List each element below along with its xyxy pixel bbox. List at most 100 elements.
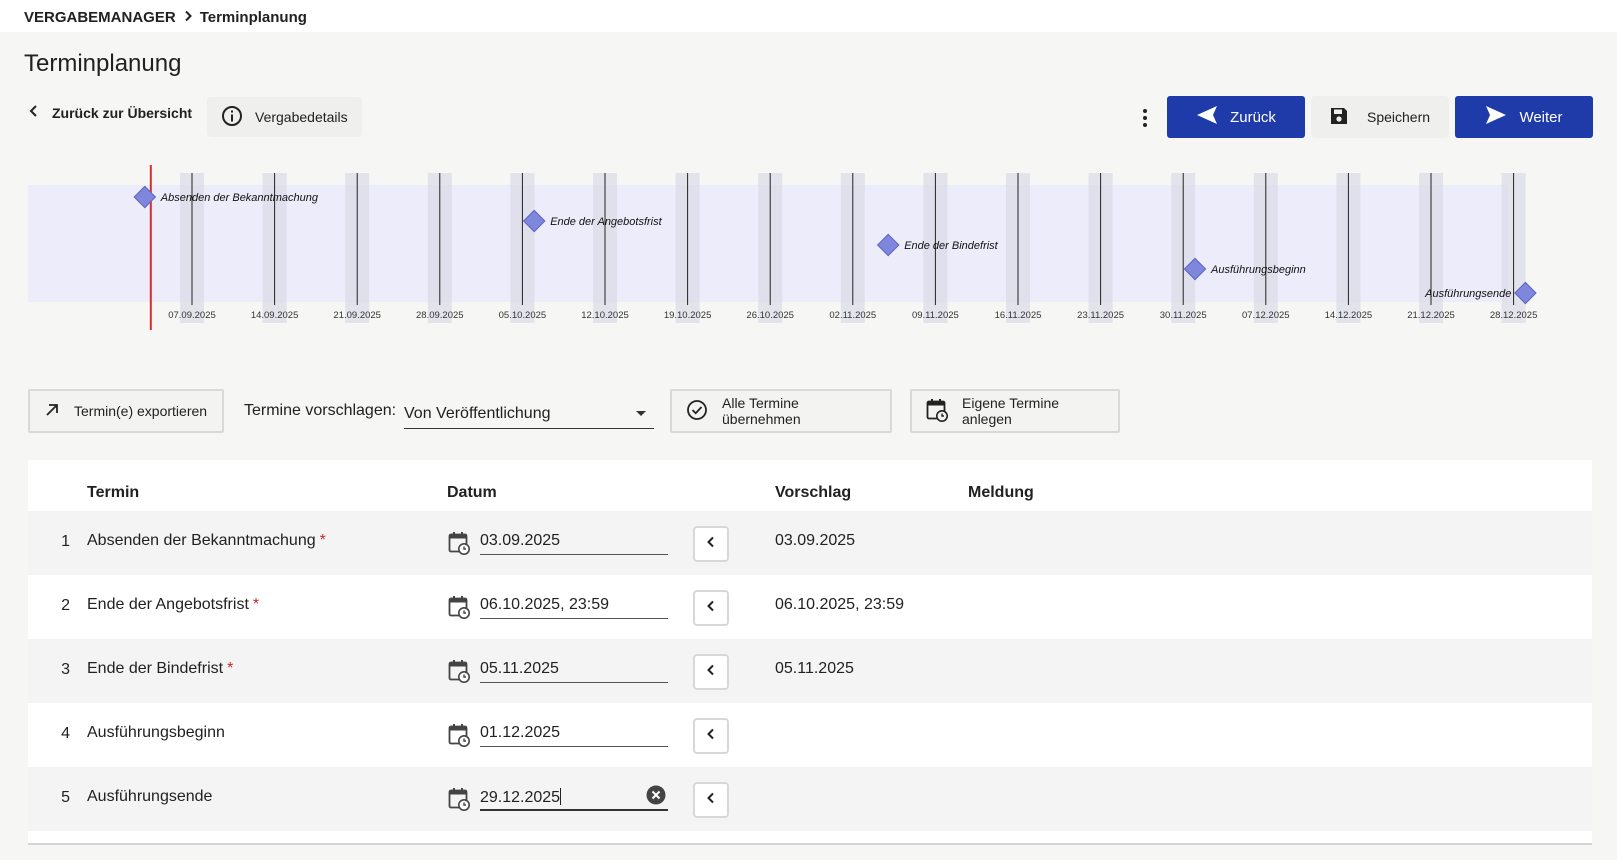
date-input[interactable]: 06.10.2025, 23:59 <box>480 593 668 619</box>
tick-label: 14.09.2025 <box>251 310 299 321</box>
milestone-diamond[interactable] <box>522 209 546 233</box>
details-label: Vergabedetails <box>255 109 348 125</box>
save-button[interactable]: Speichern <box>1311 96 1449 138</box>
milestone-diamond[interactable] <box>133 185 157 209</box>
back-to-overview-label: Zurück zur Übersicht <box>52 104 193 121</box>
breadcrumb-root[interactable]: VERGABEMANAGER <box>24 9 176 26</box>
previous-label: Zurück <box>1230 108 1276 126</box>
check-circle-icon <box>686 399 708 424</box>
accept-all-button[interactable]: Alle Termine übernehmen <box>670 389 892 433</box>
apply-suggestion-button[interactable] <box>693 782 729 818</box>
timeline-chart: 07.09.2025 14.09.2025 21.09.2025 28.09.2025… <box>28 165 1538 330</box>
table-row: 4 Ausführungsbeginn 01.12.2025 <box>28 703 1592 767</box>
milestone-label: Ausführungsbeginn <box>1210 264 1306 276</box>
column-header-term: Termin <box>87 484 140 501</box>
clear-icon[interactable] <box>646 785 666 805</box>
suggest-value: Von Veröffentlichung <box>404 404 551 422</box>
milestone-label: Ende der Bindefrist <box>904 240 998 252</box>
suggest-label: Termine vorschlagen: <box>244 402 397 419</box>
column-header-suggestion: Vorschlag <box>775 484 852 501</box>
milestone-label: Absenden der Bekanntmachung <box>160 192 319 204</box>
term-name: Ausführungsende <box>87 788 213 805</box>
table-row: 2 Ende der Angebotsfrist * 06.10.2025, 23:5… <box>28 575 1592 639</box>
date-input[interactable]: 01.12.2025 <box>480 721 668 747</box>
chevron-left-icon <box>28 104 40 121</box>
tick-label: 05.10.2025 <box>499 310 547 321</box>
required-marker: * <box>252 596 260 613</box>
row-number: 2 <box>61 597 70 614</box>
calendar-clock-icon <box>926 398 948 425</box>
calendar-clock-icon[interactable] <box>448 787 470 811</box>
date-input[interactable]: 03.09.2025 <box>480 529 668 555</box>
milestone-diamond[interactable] <box>876 233 900 257</box>
milestone-label: Ausführungsende <box>1424 288 1511 300</box>
chevron-left-icon <box>706 599 716 617</box>
accept-all-label: Alle Termine übernehmen <box>722 395 801 427</box>
required-marker: * <box>319 532 326 549</box>
tick-label: 26.10.2025 <box>746 310 794 321</box>
tick-label: 07.12.2025 <box>1242 310 1290 321</box>
row-number: 3 <box>61 661 70 678</box>
tick-label: 19.10.2025 <box>664 310 712 321</box>
own-dates-label: Eigene Termine anlegen <box>962 395 1060 427</box>
tick-label: 28.12.2025 <box>1490 310 1538 321</box>
export-label: Termin(e) exportieren <box>74 403 208 419</box>
breadcrumb-current: Terminplanung <box>199 9 307 26</box>
table-row: 5 Ausführungsende 29.12.2025 <box>28 767 1592 831</box>
more-options-icon[interactable] <box>1138 106 1152 130</box>
tick-label: 21.12.2025 <box>1407 310 1455 321</box>
apply-suggestion-button[interactable] <box>693 526 729 562</box>
milestone-label: Ende der Angebotsfrist <box>550 216 662 228</box>
apply-suggestion-button[interactable] <box>693 590 729 626</box>
back-to-overview-link[interactable]: Zurück zur Übersicht <box>28 104 192 121</box>
tick-label: 12.10.2025 <box>581 310 629 321</box>
tick-label: 30.11.2025 <box>1160 310 1207 321</box>
arrow-up-right-icon <box>44 402 60 421</box>
table-row: 3 Ende der Bindefrist * 05.11.2025 05.11.202… <box>28 639 1592 703</box>
export-button[interactable]: Termin(e) exportieren <box>28 389 224 433</box>
suggest-select[interactable]: Von Veröffentlichung <box>404 399 654 429</box>
date-input[interactable]: 29.12.2025 <box>480 785 668 811</box>
chevron-left-icon <box>706 663 716 681</box>
chevron-right-icon <box>182 9 194 26</box>
suggestion-value: 05.11.2025 <box>775 660 854 677</box>
calendar-clock-icon[interactable] <box>448 531 470 555</box>
tick-label: 09.11.2025 <box>912 310 959 321</box>
suggestion-value: 06.10.2025, 23:59 <box>775 596 905 613</box>
send-icon <box>1485 105 1507 129</box>
calendar-clock-icon[interactable] <box>448 723 470 747</box>
term-name: Absenden der Bekanntmachung * <box>87 532 326 549</box>
term-name: Ende der Bindefrist * <box>87 660 234 677</box>
term-name: Ausführungsbeginn <box>87 724 225 741</box>
save-icon <box>1329 106 1349 129</box>
milestone-diamond[interactable] <box>1514 281 1537 305</box>
apply-suggestion-button[interactable] <box>693 718 729 754</box>
chevron-left-icon <box>706 791 716 809</box>
table-row: 1 Absenden der Bekanntmachung * 03.09.2025 0… <box>28 511 1592 575</box>
next-label: Weiter <box>1519 108 1563 126</box>
chevron-left-icon <box>706 535 716 553</box>
row-number: 5 <box>61 789 70 806</box>
top-bar: VERGABEMANAGER Terminplanung <box>0 0 1617 32</box>
tick-label: 16.11.2025 <box>995 310 1042 321</box>
calendar-clock-icon[interactable] <box>448 595 470 619</box>
send-back-icon <box>1196 105 1218 129</box>
tick-label: 21.09.2025 <box>333 310 381 321</box>
milestone-diamond[interactable] <box>1183 257 1207 281</box>
suggestion-value: 03.09.2025 <box>775 532 856 549</box>
column-header-message: Meldung <box>968 484 1034 501</box>
previous-button[interactable]: Zurück <box>1167 96 1305 138</box>
chevron-left-icon <box>706 727 716 745</box>
tick-label: 23.11.2025 <box>1077 310 1124 321</box>
column-header-date: Datum <box>447 484 497 501</box>
details-button[interactable]: Vergabedetails <box>207 97 362 137</box>
required-marker: * <box>227 660 234 677</box>
tick-label: 07.09.2025 <box>168 310 216 321</box>
term-name: Ende der Angebotsfrist * <box>87 596 260 613</box>
date-input[interactable]: 05.11.2025 <box>480 657 668 683</box>
next-button[interactable]: Weiter <box>1455 96 1593 138</box>
row-number: 1 <box>61 533 70 550</box>
own-dates-button[interactable]: Eigene Termine anlegen <box>910 389 1120 433</box>
calendar-clock-icon[interactable] <box>448 659 470 683</box>
apply-suggestion-button[interactable] <box>693 654 729 690</box>
